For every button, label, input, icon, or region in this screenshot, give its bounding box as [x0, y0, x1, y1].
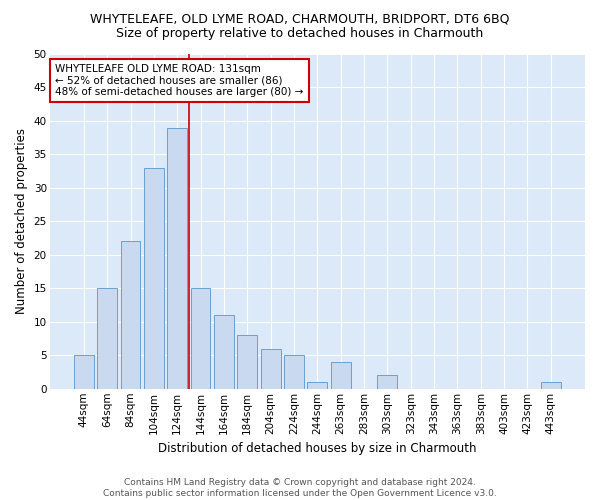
Bar [260, 348, 281, 389]
Bar [307, 382, 327, 389]
Bar [97, 288, 117, 389]
Text: Size of property relative to detached houses in Charmouth: Size of property relative to detached ho… [116, 28, 484, 40]
Text: WHYTELEAFE OLD LYME ROAD: 131sqm
← 52% of detached houses are smaller (86)
48% o: WHYTELEAFE OLD LYME ROAD: 131sqm ← 52% o… [55, 64, 304, 97]
Bar [284, 356, 304, 389]
Bar [121, 242, 140, 389]
Bar [214, 315, 234, 389]
X-axis label: Distribution of detached houses by size in Charmouth: Distribution of detached houses by size … [158, 442, 476, 455]
Bar [167, 128, 187, 389]
Bar [331, 362, 350, 389]
Text: WHYTELEAFE, OLD LYME ROAD, CHARMOUTH, BRIDPORT, DT6 6BQ: WHYTELEAFE, OLD LYME ROAD, CHARMOUTH, BR… [90, 12, 510, 26]
Bar [74, 356, 94, 389]
Text: Contains HM Land Registry data © Crown copyright and database right 2024.
Contai: Contains HM Land Registry data © Crown c… [103, 478, 497, 498]
Bar [238, 335, 257, 389]
Bar [144, 168, 164, 389]
Bar [541, 382, 560, 389]
Bar [377, 376, 397, 389]
Y-axis label: Number of detached properties: Number of detached properties [15, 128, 28, 314]
Bar [191, 288, 211, 389]
